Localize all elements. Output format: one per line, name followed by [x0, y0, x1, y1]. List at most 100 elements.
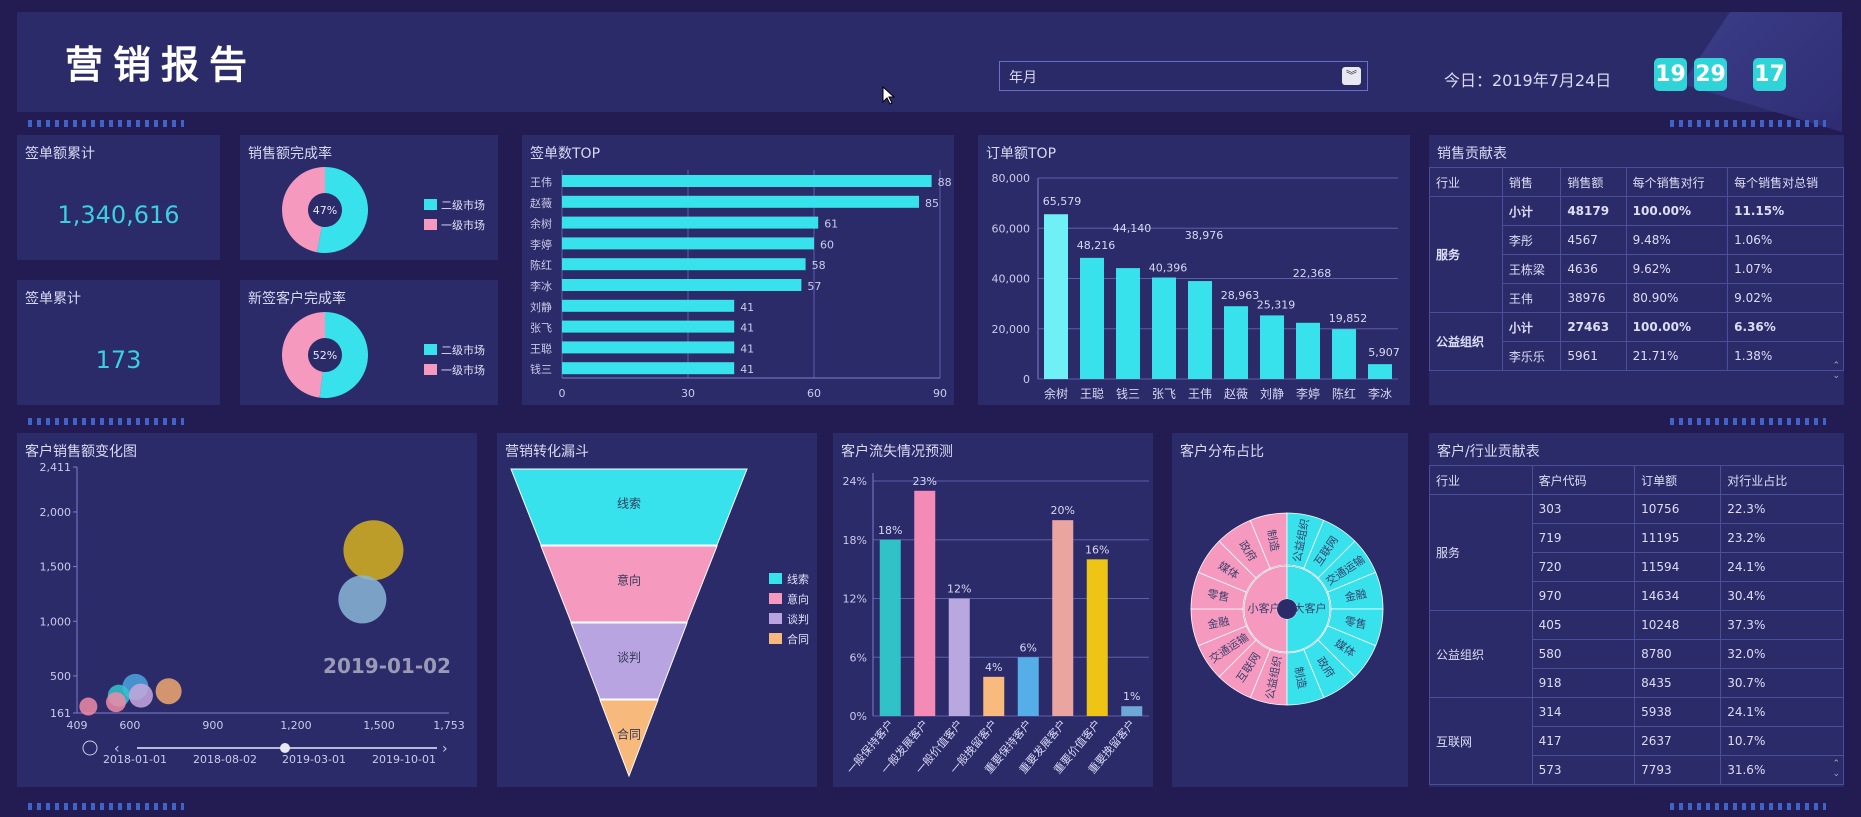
- x-tick-label: 1,200: [280, 719, 312, 732]
- data-label: 41: [740, 322, 754, 335]
- legend-item[interactable]: 二级市场: [424, 342, 485, 358]
- bar: [1368, 364, 1392, 379]
- divider: [1670, 120, 1826, 127]
- cell: 970: [1531, 581, 1636, 611]
- panel-title: 客户销售额变化图: [25, 444, 137, 460]
- bar: [1044, 214, 1068, 379]
- panel-title: 客户分布占比: [1180, 444, 1264, 460]
- column-header[interactable]: 销售额: [1560, 167, 1627, 197]
- kpi-sign-amount-panel: 签单额累计 1,340,616: [17, 135, 220, 260]
- panel-title: 订单额TOP: [986, 146, 1057, 162]
- cell: 21.71%: [1625, 341, 1729, 371]
- column-header[interactable]: 订单额: [1634, 465, 1722, 495]
- table-row: 李乐乐 5961 21.71% 1.38%: [1430, 341, 1844, 371]
- x-tick-label: 1,753: [433, 719, 465, 732]
- legend-item[interactable]: 二级市场: [424, 197, 485, 213]
- play-pause-icon: [82, 740, 98, 756]
- sales-completion-pie: 47%: [282, 167, 368, 253]
- legend-swatch: [769, 633, 782, 644]
- panel-title: 签单累计: [25, 291, 81, 307]
- x-tick-label: 0: [559, 387, 566, 400]
- category-label: 钱三: [1116, 386, 1140, 401]
- table-row: 580 8780 32.0%: [1430, 639, 1844, 669]
- prev-icon: ‹: [114, 741, 120, 757]
- column-header[interactable]: 对行业占比: [1720, 465, 1844, 495]
- order-amount-chart: 0 20,000 40,000 60,000 80,000 65,579 余树 48,216 王…: [992, 172, 1400, 401]
- cell: 5938: [1634, 697, 1722, 727]
- cell: 48179: [1560, 196, 1627, 226]
- column-header[interactable]: 客户代码: [1531, 465, 1636, 495]
- legend-swatch: [769, 593, 782, 604]
- data-label: 23%: [913, 475, 937, 488]
- y-tick-label: 0: [1023, 373, 1030, 386]
- category-label: 钱三: [530, 362, 552, 376]
- panel-title: 新签客户完成率: [248, 291, 346, 307]
- cell: 27463: [1560, 312, 1627, 342]
- column-header[interactable]: 行业: [1429, 167, 1503, 197]
- category-label: 陈红: [1332, 386, 1356, 401]
- data-label: 1%: [1123, 690, 1140, 703]
- data-label: 28,963: [1221, 289, 1260, 302]
- divider: [28, 803, 184, 810]
- y-tick-label: 80,000: [992, 172, 1031, 185]
- bar: [948, 598, 970, 716]
- sunburst-outer-label: 制造: [1292, 666, 1310, 690]
- y-tick-label: 18%: [843, 534, 867, 547]
- category-label: 王聪: [1080, 387, 1104, 401]
- category-label: 张飞: [530, 322, 552, 335]
- cell: 7793: [1634, 755, 1722, 785]
- y-tick-label: 161: [50, 707, 71, 720]
- data-label: 57: [807, 280, 821, 293]
- scroll-arrows-icon[interactable]: ⌃ ⌄: [1832, 759, 1840, 779]
- category-label: 李冰: [530, 279, 552, 293]
- bar: [1260, 315, 1284, 379]
- cell: 100.00%: [1625, 196, 1729, 226]
- customer-distribution-panel: 客户分布占比 小客户 大客户 公益组织 互联网 交通运输 金融 零售 媒体 政府 制造 公益组织 互联…: [1172, 433, 1408, 787]
- bar: [562, 216, 819, 229]
- cell: 23.2%: [1720, 523, 1844, 553]
- bar: [1188, 281, 1212, 379]
- category-label: 赵薇: [530, 196, 552, 210]
- column-header[interactable]: 每个销售对行: [1625, 167, 1729, 197]
- divider: [1670, 803, 1826, 810]
- funnel-label: 意向: [617, 573, 641, 588]
- sunburst-outer-label: 金融: [1344, 586, 1368, 604]
- cell: 小计: [1501, 312, 1562, 342]
- new-customer-completion-panel: 新签客户完成率 52% 二级市场 一级市场: [240, 280, 498, 405]
- table-row: 720 11594 24.1%: [1430, 552, 1844, 582]
- cell: 李彤: [1501, 225, 1562, 255]
- scroll-arrows-icon[interactable]: ⌃ ⌄: [1832, 361, 1840, 381]
- kpi-value: 173: [95, 346, 142, 374]
- y-tick-label: 2,411: [40, 461, 72, 474]
- clock-hours: 19: [1654, 58, 1687, 91]
- column-header[interactable]: 销售: [1501, 167, 1562, 197]
- bar: [914, 490, 936, 716]
- x-tick-label: 60: [807, 387, 821, 400]
- cell: 9.02%: [1727, 283, 1844, 313]
- cell: 11.15%: [1727, 196, 1844, 226]
- sales-contribution-panel: 销售贡献表 行业 销售 销售额 每个销售对行 每个销售对总销 服务 小计 4817…: [1429, 135, 1844, 405]
- bar: [1152, 277, 1176, 379]
- customer-sales-change-panel: 客户销售额变化图 161 500 1,000 1,500 2,000 2,411 409 60…: [17, 433, 477, 787]
- legend-item[interactable]: 一级市场: [424, 362, 485, 378]
- data-label: 38,976: [1185, 229, 1224, 242]
- divider: [1670, 418, 1826, 425]
- legend-item[interactable]: 一级市场: [424, 217, 485, 233]
- column-header[interactable]: 每个销售对总销: [1727, 167, 1844, 197]
- period-select[interactable]: 年月 ︾: [999, 61, 1368, 91]
- funnel-label: 合同: [617, 727, 641, 742]
- chevron-down-icon[interactable]: ︾: [1342, 67, 1361, 85]
- y-tick-label: 20,000: [992, 323, 1031, 336]
- category-label: 陈红: [530, 258, 552, 272]
- bar: [983, 676, 1005, 716]
- panel-title: 销售额完成率: [248, 146, 332, 162]
- panel-title: 营销转化漏斗: [505, 444, 589, 460]
- pie-center-label: 52%: [313, 349, 337, 362]
- column-header[interactable]: 行业: [1429, 465, 1533, 495]
- cell: 30.4%: [1720, 581, 1844, 611]
- data-label: 41: [740, 301, 754, 314]
- x-tick-label: 1,500: [363, 719, 395, 732]
- table-header-row: 行业 销售 销售额 每个销售对行 每个销售对总销: [1429, 167, 1844, 197]
- cell: 王伟: [1501, 283, 1562, 313]
- cell: 37.3%: [1720, 610, 1844, 640]
